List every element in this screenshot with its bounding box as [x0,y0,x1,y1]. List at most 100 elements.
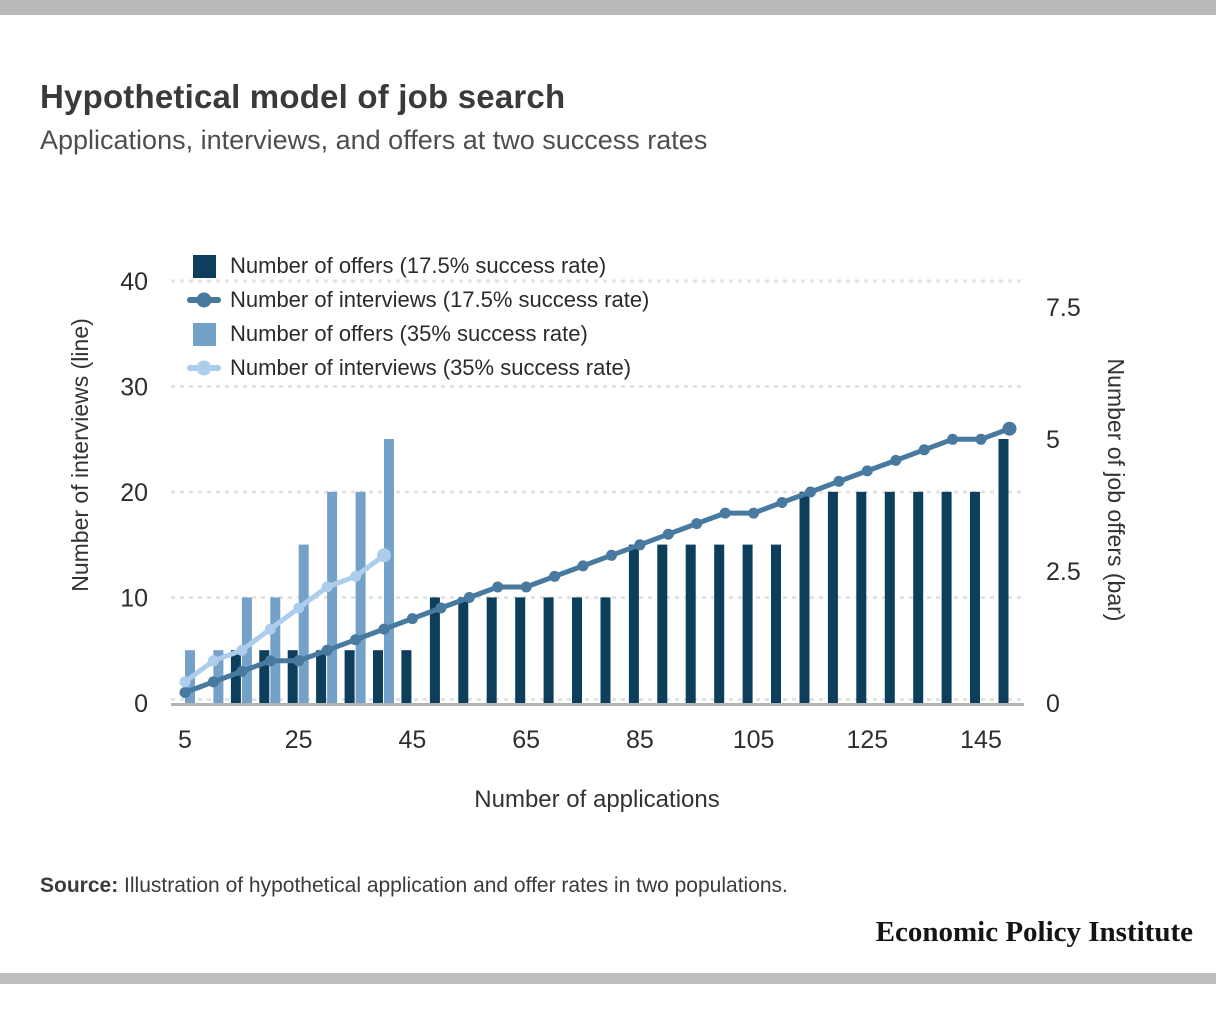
interviews-35-line-marker [406,613,418,625]
x-axis-tick: 25 [285,726,313,754]
legend-item-offers-17-5: Number of offers (17.5% success rate) [186,249,649,283]
interviews-35-line-marker [492,581,504,593]
interviews-35-line-marker [520,581,532,593]
legend-label: Number of offers (35% success rate) [230,321,588,346]
interviews-35-line-marker [350,634,362,646]
x-axis-tick: 85 [626,726,654,754]
interviews-35-line-marker [947,433,959,445]
bar-offers-35 [270,597,281,703]
interviews-35-line-marker [861,465,873,477]
bar-offers-17-5 [657,544,668,703]
bar-offers-17-5 [543,597,554,703]
interviews-35-line-marker [179,687,191,698]
legend: Number of offers (17.5% success rate) Nu… [186,249,649,385]
interviews-35-line-marker [378,623,390,635]
right-axis-tick: 0 [1046,690,1060,718]
line-swatch-icon [187,360,221,376]
interviews-35-line-marker [236,665,248,677]
bar-offers-35 [327,491,338,703]
line-marker-dot-icon [196,360,212,376]
right-axis-tick: 5 [1046,426,1060,454]
bar-offers-35 [213,650,224,703]
left-axis-title: Number of interviews (line) [67,318,93,592]
bar-offers-17-5 [685,544,696,703]
interviews-35-line-marker [691,518,703,530]
interviews-35-line-marker [833,475,845,487]
bar-swatch-icon [192,254,216,278]
legend-label: Number of offers (17.5% success rate) [230,253,607,278]
right-axis-title: Number of job offers (bar) [1103,359,1129,622]
chart-title: Hypothetical model of job search [40,78,566,116]
interviews-17-5-line-marker [179,676,191,688]
interviews-17-5-line-marker [236,644,248,656]
interviews-35-line-marker [207,676,219,688]
interviews-17-5-line-marker [321,581,333,593]
right-axis-tick: 2.5 [1046,558,1081,586]
bar-offers-17-5 [230,650,241,703]
source-note: Source: Illustration of hypothetical app… [40,874,788,898]
bar-offers-17-5 [884,491,895,703]
x-axis-tick: 65 [512,726,540,754]
interviews-35-line-marker [435,602,447,614]
x-axis-tick: 45 [398,726,426,754]
right-axis-tick: 7.5 [1046,294,1081,322]
interviews-17-5-line-marker [207,655,219,667]
interviews-35-line-marker [805,486,816,498]
interviews-35-line-marker [776,497,788,508]
left-axis-tick: 0 [134,690,148,718]
bar-offers-17-5 [600,597,611,703]
legend-item-offers-35: Number of offers (35% success rate) [186,317,649,351]
bar-offers-17-5 [259,650,270,703]
legend-swatch-slot [186,292,222,308]
bar-offers-17-5 [913,491,924,703]
bar-offers-17-5 [856,491,867,703]
bar-offers-17-5 [316,650,327,703]
legend-item-interviews-17-5: Number of interviews (17.5% success rate… [186,283,649,317]
left-axis-tick: 40 [120,268,148,296]
chart-subtitle: Applications, interviews, and offers at … [40,125,708,155]
legend-swatch-slot [186,322,222,346]
bar-offers-35 [355,491,366,703]
bar-offers-17-5 [486,597,497,703]
interviews-35-line-marker [321,644,333,656]
bar-offers-17-5 [771,544,781,703]
interviews-35-line-marker [748,507,760,519]
bar-offers-17-5 [458,597,469,703]
interviews-35-line-marker [264,655,276,667]
interviews-17-5-line-marker [293,602,305,614]
bar-offers-17-5 [827,491,838,703]
bar-offers-35 [298,544,309,703]
x-axis-tick: 105 [733,726,775,754]
left-axis-tick: 10 [120,585,148,613]
interviews-17-5-line-marker [350,570,362,582]
interviews-35-line-marker [662,528,674,540]
source-label: Source: [40,874,119,897]
bar-offers-17-5 [429,597,440,703]
brand-signature: Economic Policy Institute [875,916,1193,948]
bar-offers-17-5 [941,491,952,703]
bottom-accent-bar [0,973,1216,984]
bar-offers-17-5 [515,597,526,703]
x-axis-title: Number of applications [474,786,719,813]
line-marker-dot-icon [196,292,212,308]
bar-offers-17-5 [799,491,810,703]
interviews-17-5-line-marker [264,623,276,635]
bar-offers-17-5 [742,544,753,703]
interviews-35-line-marker [634,539,646,551]
x-axis-tick: 125 [846,726,888,754]
bar-offers-17-5 [287,650,298,703]
interviews-35-line-marker [719,507,731,519]
left-axis-tick: 20 [120,479,148,507]
bar-offers-17-5 [970,491,980,703]
interviews-35-line-marker [577,560,589,572]
bar-swatch-icon [192,322,216,346]
x-axis-tick: 145 [960,726,1002,754]
bar-offers-17-5 [344,650,355,703]
interviews-17-5-line-marker [377,548,391,563]
top-accent-bar [0,0,1216,15]
bar-offers-17-5 [998,439,1009,703]
legend-item-interviews-35: Number of interviews (35% success rate) [186,351,649,385]
bar-offers-17-5 [401,650,412,703]
